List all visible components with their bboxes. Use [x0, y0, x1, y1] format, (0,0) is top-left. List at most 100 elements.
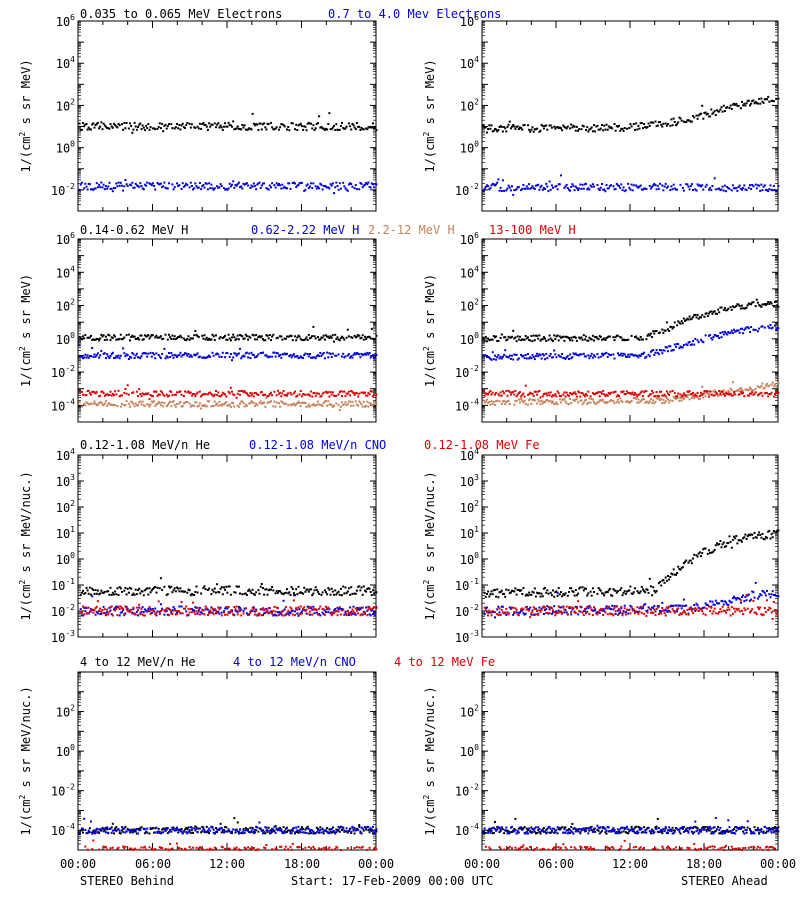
data-point — [250, 394, 253, 397]
data-point — [304, 609, 307, 611]
data-point — [558, 126, 561, 129]
data-point — [684, 320, 687, 322]
data-point — [294, 390, 296, 393]
data-point — [548, 334, 551, 337]
data-point — [197, 336, 200, 338]
data-point — [367, 181, 370, 184]
data-point — [336, 336, 339, 339]
data-point — [669, 325, 672, 328]
data-point — [723, 394, 726, 397]
data-point — [722, 308, 725, 311]
data-point — [350, 390, 353, 392]
data-point — [291, 354, 294, 357]
data-point — [157, 183, 160, 186]
data-point — [278, 614, 280, 617]
data-point — [279, 354, 282, 356]
data-point — [355, 392, 358, 395]
data-point — [289, 187, 292, 190]
data-point — [315, 609, 318, 611]
data-point — [758, 386, 761, 389]
y-tick-label-3: 100 — [56, 551, 75, 567]
data-point — [767, 395, 770, 398]
data-point — [369, 186, 372, 189]
data-point — [635, 184, 638, 187]
data-point — [509, 336, 512, 339]
data-point — [690, 120, 693, 123]
data-point — [328, 112, 331, 115]
data-point — [654, 330, 657, 332]
data-point — [309, 185, 311, 188]
data-point — [659, 182, 661, 185]
data-point — [709, 390, 712, 393]
data-point — [276, 389, 279, 392]
data-point — [307, 607, 310, 609]
data-point — [682, 317, 685, 320]
data-point — [321, 404, 324, 407]
data-point — [734, 305, 737, 308]
data-point — [94, 402, 97, 405]
data-point — [264, 405, 267, 408]
data-point — [172, 606, 175, 609]
data-point — [247, 184, 250, 187]
data-point — [639, 355, 642, 357]
data-point — [655, 330, 658, 332]
data-point — [288, 614, 291, 617]
data-point — [274, 127, 277, 130]
data-point — [743, 395, 746, 398]
data-point — [531, 340, 534, 343]
data-point — [103, 394, 106, 397]
data-point — [558, 355, 561, 358]
data-point — [339, 405, 342, 408]
data-point — [294, 610, 296, 613]
data-point — [147, 403, 150, 406]
data-point — [213, 587, 216, 590]
data-point — [542, 336, 545, 339]
data-point — [601, 392, 603, 395]
data-point — [525, 593, 528, 596]
data-point — [150, 609, 153, 612]
data-point — [753, 392, 756, 395]
data-point — [353, 592, 356, 595]
data-point — [212, 609, 215, 612]
data-point — [580, 399, 583, 402]
data-point — [684, 394, 687, 397]
data-point — [284, 394, 287, 397]
data-point — [224, 334, 227, 337]
data-point — [654, 395, 657, 398]
data-point — [768, 393, 771, 395]
data-point — [533, 587, 536, 590]
data-point — [588, 397, 591, 400]
data-point — [93, 592, 96, 595]
data-point — [496, 399, 499, 402]
data-point — [612, 185, 615, 188]
data-point — [483, 354, 486, 357]
data-point — [605, 123, 608, 126]
data-point — [490, 393, 493, 396]
data-point — [751, 184, 754, 186]
data-point — [723, 392, 726, 395]
data-point — [107, 590, 110, 593]
data-point — [635, 354, 638, 357]
data-point — [311, 395, 314, 398]
data-point — [114, 404, 117, 407]
data-point — [241, 335, 244, 338]
data-point — [158, 613, 161, 615]
data-point — [553, 334, 556, 337]
data-point — [364, 335, 366, 338]
data-point — [665, 397, 668, 400]
data-point — [615, 334, 618, 337]
data-point — [150, 355, 153, 358]
data-point — [486, 131, 488, 134]
data-point — [274, 355, 277, 358]
data-point — [153, 400, 156, 403]
data-point — [228, 612, 231, 615]
data-point — [366, 336, 369, 339]
data-point — [312, 392, 315, 395]
data-point — [654, 591, 657, 594]
data-point — [586, 188, 589, 191]
data-point — [124, 388, 127, 390]
data-point — [628, 589, 631, 592]
data-point — [345, 404, 348, 407]
data-point — [194, 182, 197, 185]
data-point — [265, 396, 268, 399]
